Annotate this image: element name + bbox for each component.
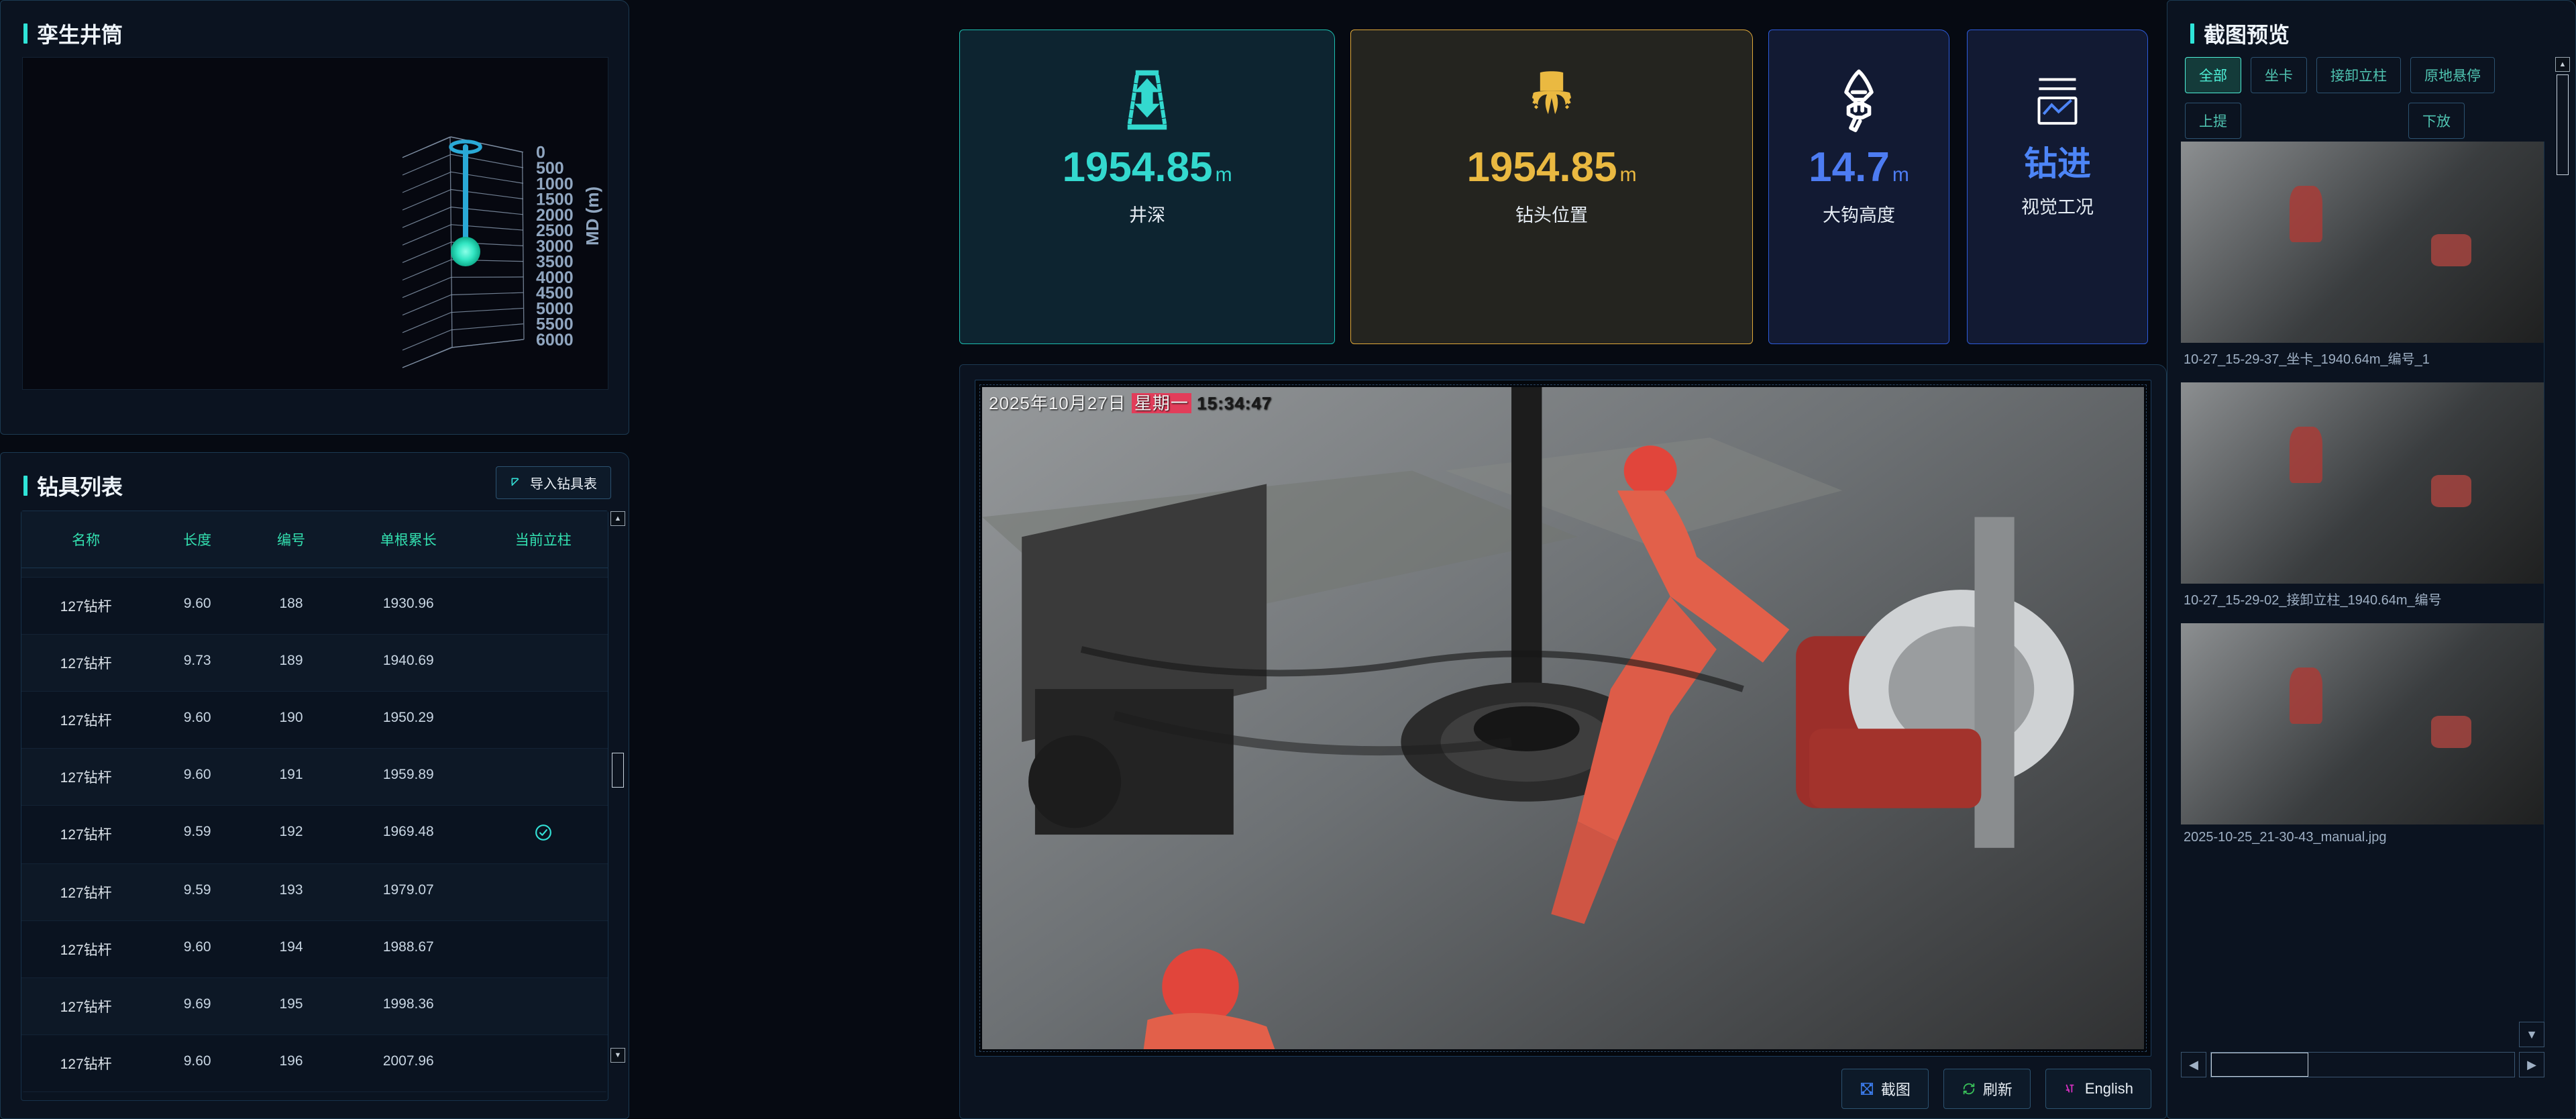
svg-text:MD (m): MD (m) — [582, 186, 602, 246]
svg-text:6000: 6000 — [536, 331, 574, 350]
